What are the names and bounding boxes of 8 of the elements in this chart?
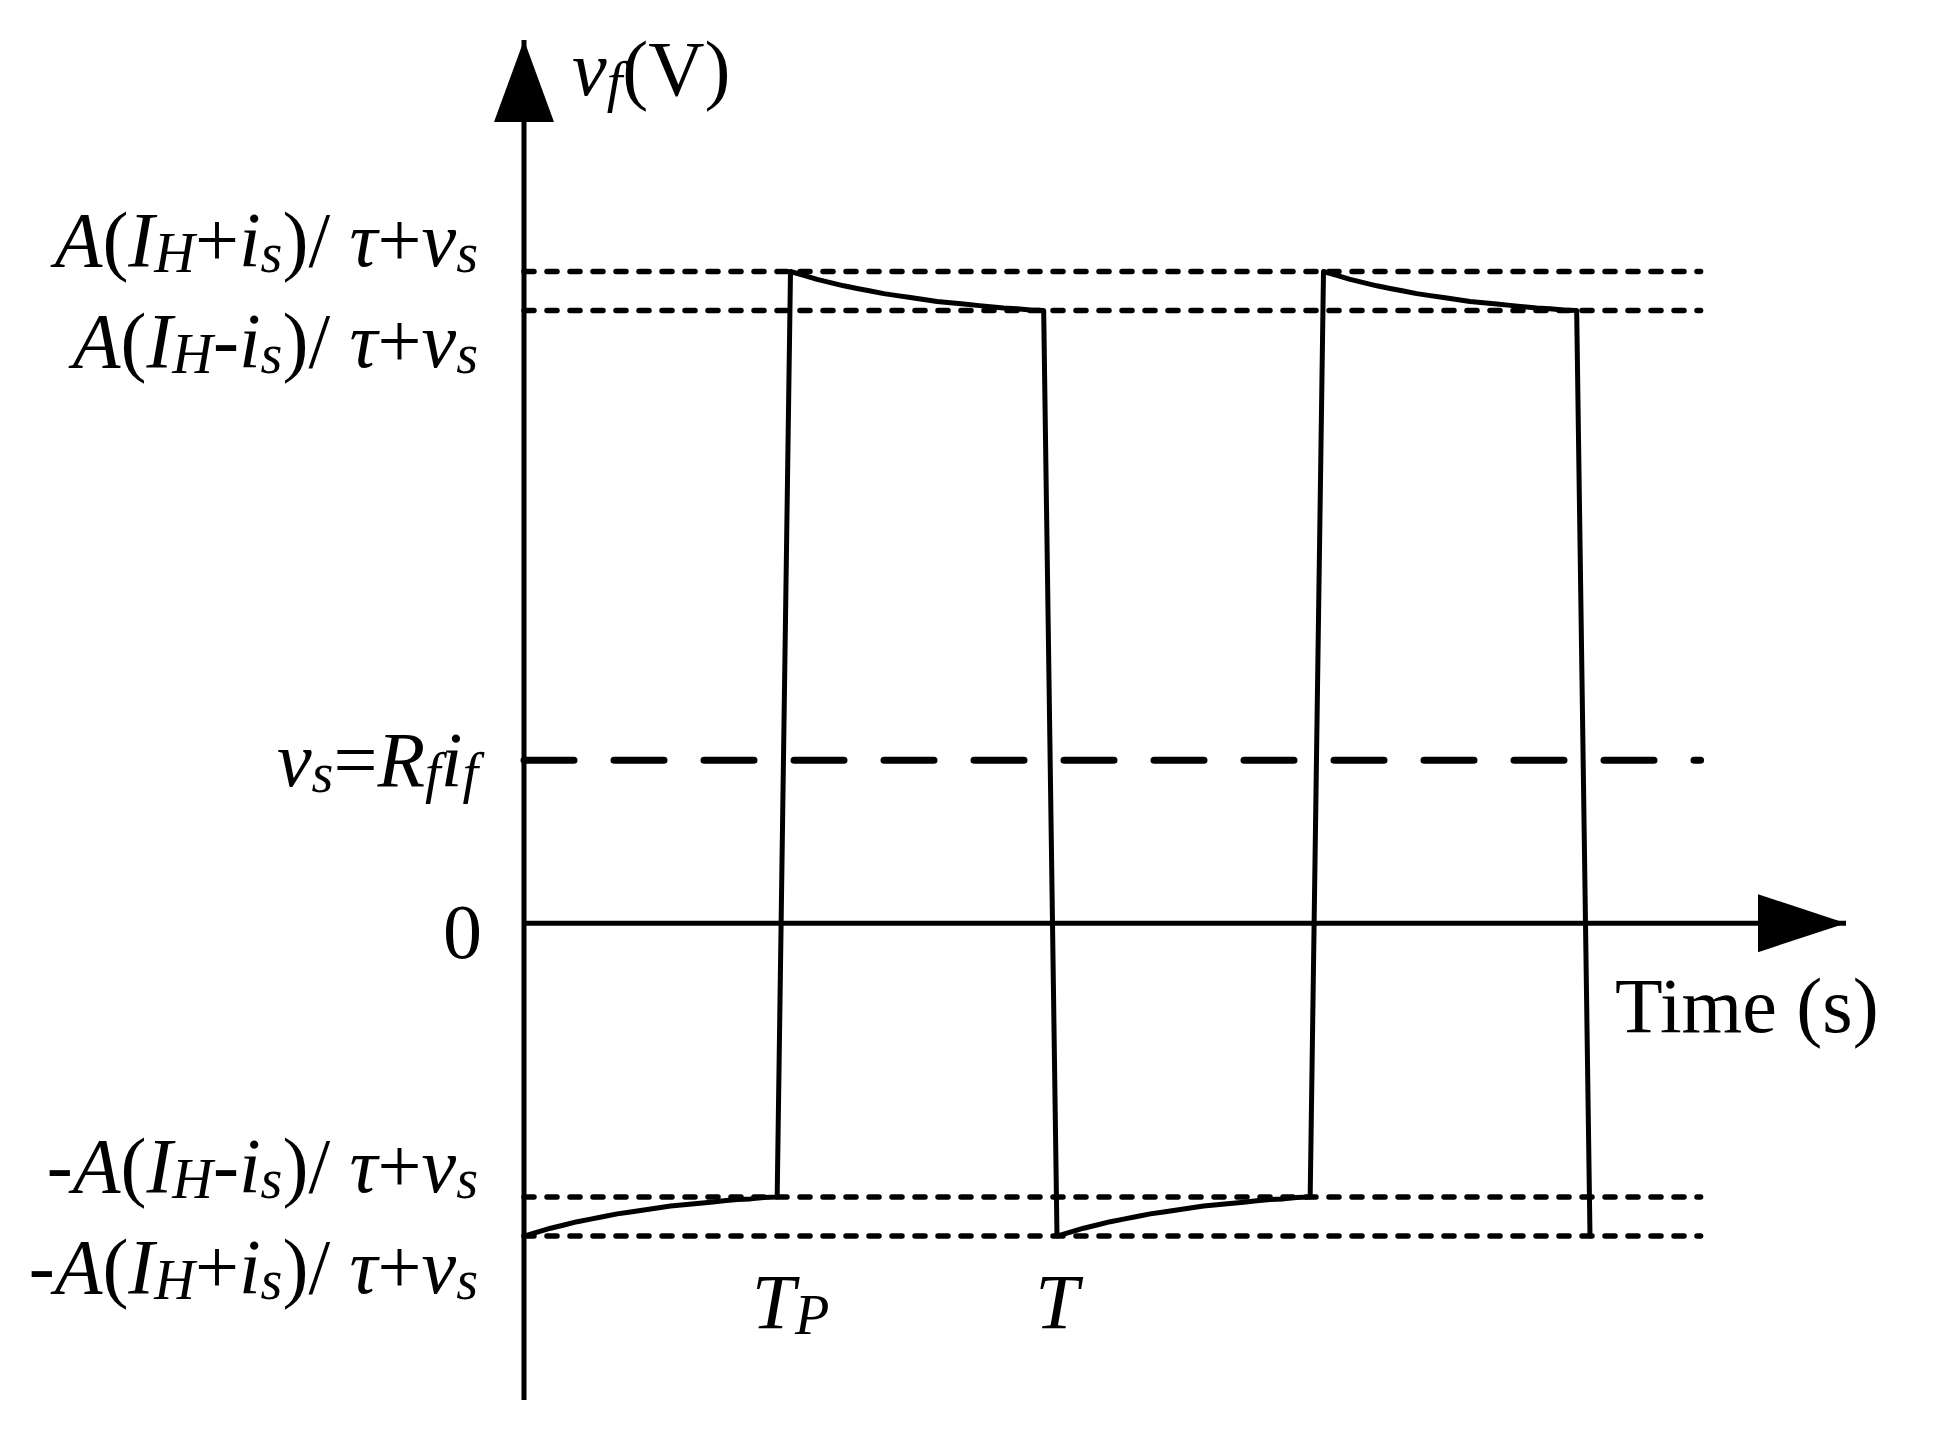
text: 0 [443,888,482,976]
x-tick-label: T$_{P}$ [751,1258,830,1347]
x-tick-label: T [1035,1258,1084,1346]
text: -A(I$_{H}$+i$_{s}$)/ τ+v$_{s}$ [28,1222,478,1312]
ref-line-label: v$_{s}$=R$_{f}$i$_{f}$ [276,716,486,805]
text: -A(I$_{H}$-i$_{s}$)/ τ+v$_{s}$ [46,1121,478,1210]
y-axis-title: v$_{f}$(V) [572,25,731,114]
x-axis-title: Time (s) [1615,962,1879,1050]
